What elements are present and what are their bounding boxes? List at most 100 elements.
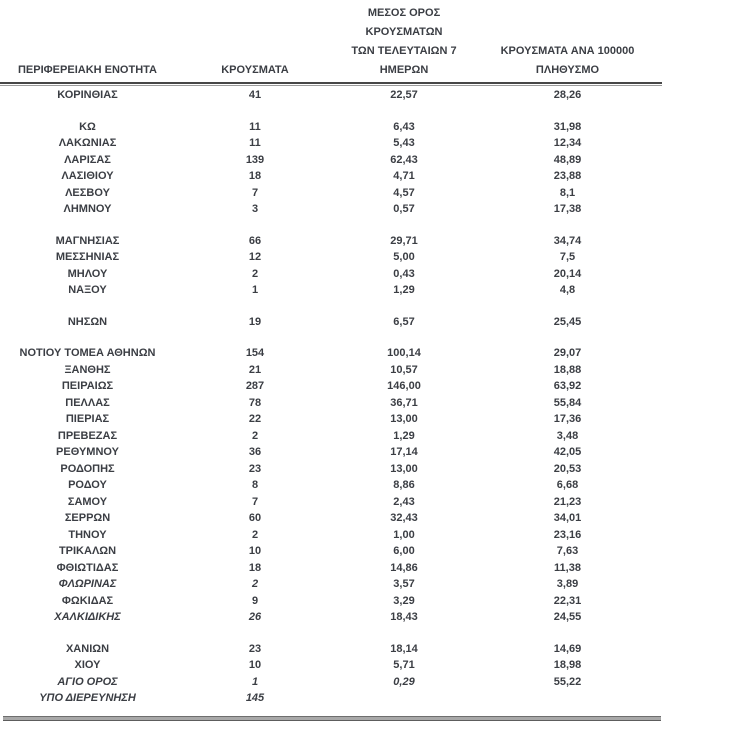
cases-cell: 21	[248, 363, 262, 376]
avg7-cell: 62,43	[390, 153, 418, 166]
avg7-cell: 1,00	[393, 528, 415, 541]
avg7-cell: 8,86	[393, 479, 415, 491]
avg7-cell: 0,43	[393, 267, 415, 280]
region-cell: ΞΑΝΘΗΣ	[64, 363, 111, 376]
cases-cell: 7	[251, 186, 259, 199]
table-row: ΛΕΣΒΟΥ 7 4,57 8,1	[0, 185, 662, 202]
per100k-cell: 48,89	[553, 153, 582, 166]
cases-cell: 8	[251, 479, 259, 491]
region-cell: ΠΙΕΡΙΑΣ	[65, 413, 110, 425]
avg7-cell: 0,29	[393, 675, 415, 688]
column-header-region-label: ΠΕΡΙΦΕΡΕΙΑΚΗ ΕΝΟΤΗΤΑ	[17, 64, 157, 76]
table-row: ΞΑΝΘΗΣ 21 10,57 18,88	[0, 362, 662, 379]
column-header-cases-label: ΚΡΟΥΣΜΑΤΑ	[221, 64, 289, 76]
region-cell: ΦΛΩΡΙΝΑΣ	[58, 578, 117, 590]
table-row: ΛΗΜΝΟΥ 3 0,57 17,38	[0, 201, 662, 218]
region-cell: ΦΘΙΩΤΙΔΑΣ	[56, 561, 119, 574]
group-spacer	[0, 330, 662, 345]
region-cell: ΛΑΡΙΣΑΣ	[64, 153, 111, 166]
avg7-cell: 6,43	[393, 120, 415, 133]
per100k-cell: 63,92	[553, 380, 582, 392]
per100k-cell: 34,74	[553, 234, 582, 247]
table-row: ΜΕΣΣΗΝΙΑΣ 12 5,00 7,5	[0, 249, 662, 266]
table-row: ΠΕΛΛΑΣ 78 36,71 55,84	[0, 395, 662, 412]
per100k-cell: 20,53	[553, 462, 582, 475]
table-row: ΧΑΛΚΙΔΙΚΗΣ 26 18,43 24,55	[0, 609, 662, 626]
table-row: ΠΙΕΡΙΑΣ 22 13,00 17,36	[0, 411, 662, 428]
region-cell: ΡΟΔΟΥ	[68, 479, 107, 491]
column-header-7day-average: ΜΕΣΟΣ ΟΡΟΣ ΚΡΟΥΣΜΑΤΩΝ ΤΩΝ ΤΕΛΕΥΤΑΙΩΝ 7 Η…	[351, 7, 457, 76]
per100k-cell: 34,01	[553, 512, 582, 524]
column-header-region: ΠΕΡΙΦΕΡΕΙΑΚΗ ΕΝΟΤΗΤΑ	[0, 61, 175, 80]
avg7-cell: 17,14	[390, 446, 418, 458]
per100k-cell: 8,1	[559, 186, 576, 199]
cases-cell: 60	[248, 512, 262, 524]
table-header-row: ΠΕΡΙΦΕΡΕΙΑΚΗ ΕΝΟΤΗΤΑ ΚΡΟΥΣΜΑΤΑ ΜΕΣΟΣ ΟΡΟ…	[0, 0, 662, 82]
cases-cell: 66	[248, 234, 262, 247]
region-cell: ΧΑΛΚΙΔΙΚΗΣ	[54, 611, 121, 623]
cases-cell: 2	[251, 528, 259, 541]
per100k-cell: 7,63	[556, 545, 579, 557]
table-row: ΛΑΡΙΣΑΣ 139 62,43 48,89	[0, 152, 662, 169]
table-row: ΠΕΙΡΑΙΩΣ 287 146,00 63,92	[0, 378, 662, 395]
table-body: ΚΟΡΙΝΘΙΑΣ 41 22,57 28,26 ΚΩ 11 6,43 31,98 ΛΑΚΩΝΙ…	[0, 86, 662, 707]
per100k-cell: 6,68	[556, 479, 579, 491]
cases-cell: 23	[248, 642, 262, 655]
region-cell: ΜΕΣΣΗΝΙΑΣ	[55, 251, 120, 263]
per100k-cell: 4,8	[559, 284, 576, 296]
cases-cell: 3	[251, 203, 259, 215]
column-header-per-100k: ΚΡΟΥΣΜΑΤΑ ΑΝΑ 100000 ΠΛΗΘΥΣΜΟ	[500, 45, 635, 76]
per100k-cell: 42,05	[553, 446, 582, 458]
per100k-cell: 17,36	[553, 413, 582, 425]
per100k-cell: 25,45	[553, 315, 582, 328]
table-row: ΧΑΝΙΩΝ 23 18,14 14,69	[0, 641, 662, 658]
header-divider-rule	[0, 82, 662, 86]
cases-cell: 41	[248, 89, 262, 101]
per100k-cell: 31,98	[553, 120, 582, 133]
table-row: ΥΠΟ ΔΙΕΡΕΥΝΗΣΗ 145	[0, 690, 662, 707]
cases-cell: 9	[251, 594, 259, 607]
table-row: ΦΘΙΩΤΙΔΑΣ 18 14,86 11,38	[0, 560, 662, 577]
avg7-cell: 18,43	[390, 611, 418, 623]
region-cell: ΠΡΕΒΕΖΑΣ	[57, 429, 118, 442]
avg7-cell: 100,14	[387, 347, 421, 359]
avg7-cell: 3,29	[393, 594, 415, 607]
region-cell: ΠΕΛΛΑΣ	[65, 396, 110, 409]
per100k-cell: 12,34	[553, 137, 582, 149]
per100k-cell: 11,38	[554, 561, 581, 574]
table-row: ΠΡΕΒΕΖΑΣ 2 1,29 3,48	[0, 428, 662, 445]
region-cell: ΡΟΔΟΠΗΣ	[60, 462, 115, 475]
table-row: ΚΟΡΙΝΘΙΑΣ 41 22,57 28,26	[0, 87, 662, 104]
table-row: ΡΟΔΟΥ 8 8,86 6,68	[0, 477, 662, 494]
region-cell: ΜΑΓΝΗΣΙΑΣ	[55, 234, 120, 247]
table-row: ΡΕΘΥΜΝΟΥ 36 17,14 42,05	[0, 444, 662, 461]
cases-cell: 1	[251, 284, 259, 296]
avg7-cell: 1,29	[393, 429, 415, 442]
region-cell: ΛΗΜΝΟΥ	[63, 203, 112, 215]
cases-cell: 12	[248, 251, 262, 263]
region-cell: ΡΕΘΥΜΝΟΥ	[56, 446, 119, 458]
table-row: ΧΙΟΥ 10 5,71 18,98	[0, 657, 662, 674]
region-cell: ΦΩΚΙΔΑΣ	[61, 594, 114, 607]
cases-cell: 2	[251, 267, 259, 280]
region-cell: ΛΑΣΙΘΙΟΥ	[61, 170, 114, 182]
table-row: ΝΟΤΙΟΥ ΤΟΜΕΑ ΑΘΗΝΩΝ 154 100,14 29,07	[0, 345, 662, 362]
table-row: ΛΑΚΩΝΙΑΣ 11 5,43 12,34	[0, 135, 662, 152]
per100k-cell: 18,88	[553, 363, 582, 376]
per100k-cell: 55,22	[553, 675, 582, 688]
cases-cell: 2	[251, 578, 259, 590]
region-cell: ΥΠΟ ΔΙΕΡΕΥΝΗΣΗ	[39, 692, 136, 704]
per100k-cell: 23,16	[553, 528, 582, 541]
cases-cell: 11	[249, 137, 261, 149]
region-cell: ΝΟΤΙΟΥ ΤΟΜΕΑ ΑΘΗΝΩΝ	[19, 347, 156, 359]
table-row: ΤΡΙΚΑΛΩΝ 10 6,00 7,63	[0, 543, 662, 560]
region-cell: ΛΕΣΒΟΥ	[65, 186, 110, 199]
avg7-cell: 4,57	[393, 186, 415, 199]
avg7-cell: 18,14	[390, 642, 418, 655]
avg7-cell: 5,43	[393, 137, 415, 149]
cases-cell: 18	[248, 561, 262, 574]
avg7-cell: 4,71	[393, 170, 415, 182]
table-row: ΚΩ 11 6,43 31,98	[0, 119, 662, 136]
avg7-cell: 22,57	[390, 89, 418, 101]
